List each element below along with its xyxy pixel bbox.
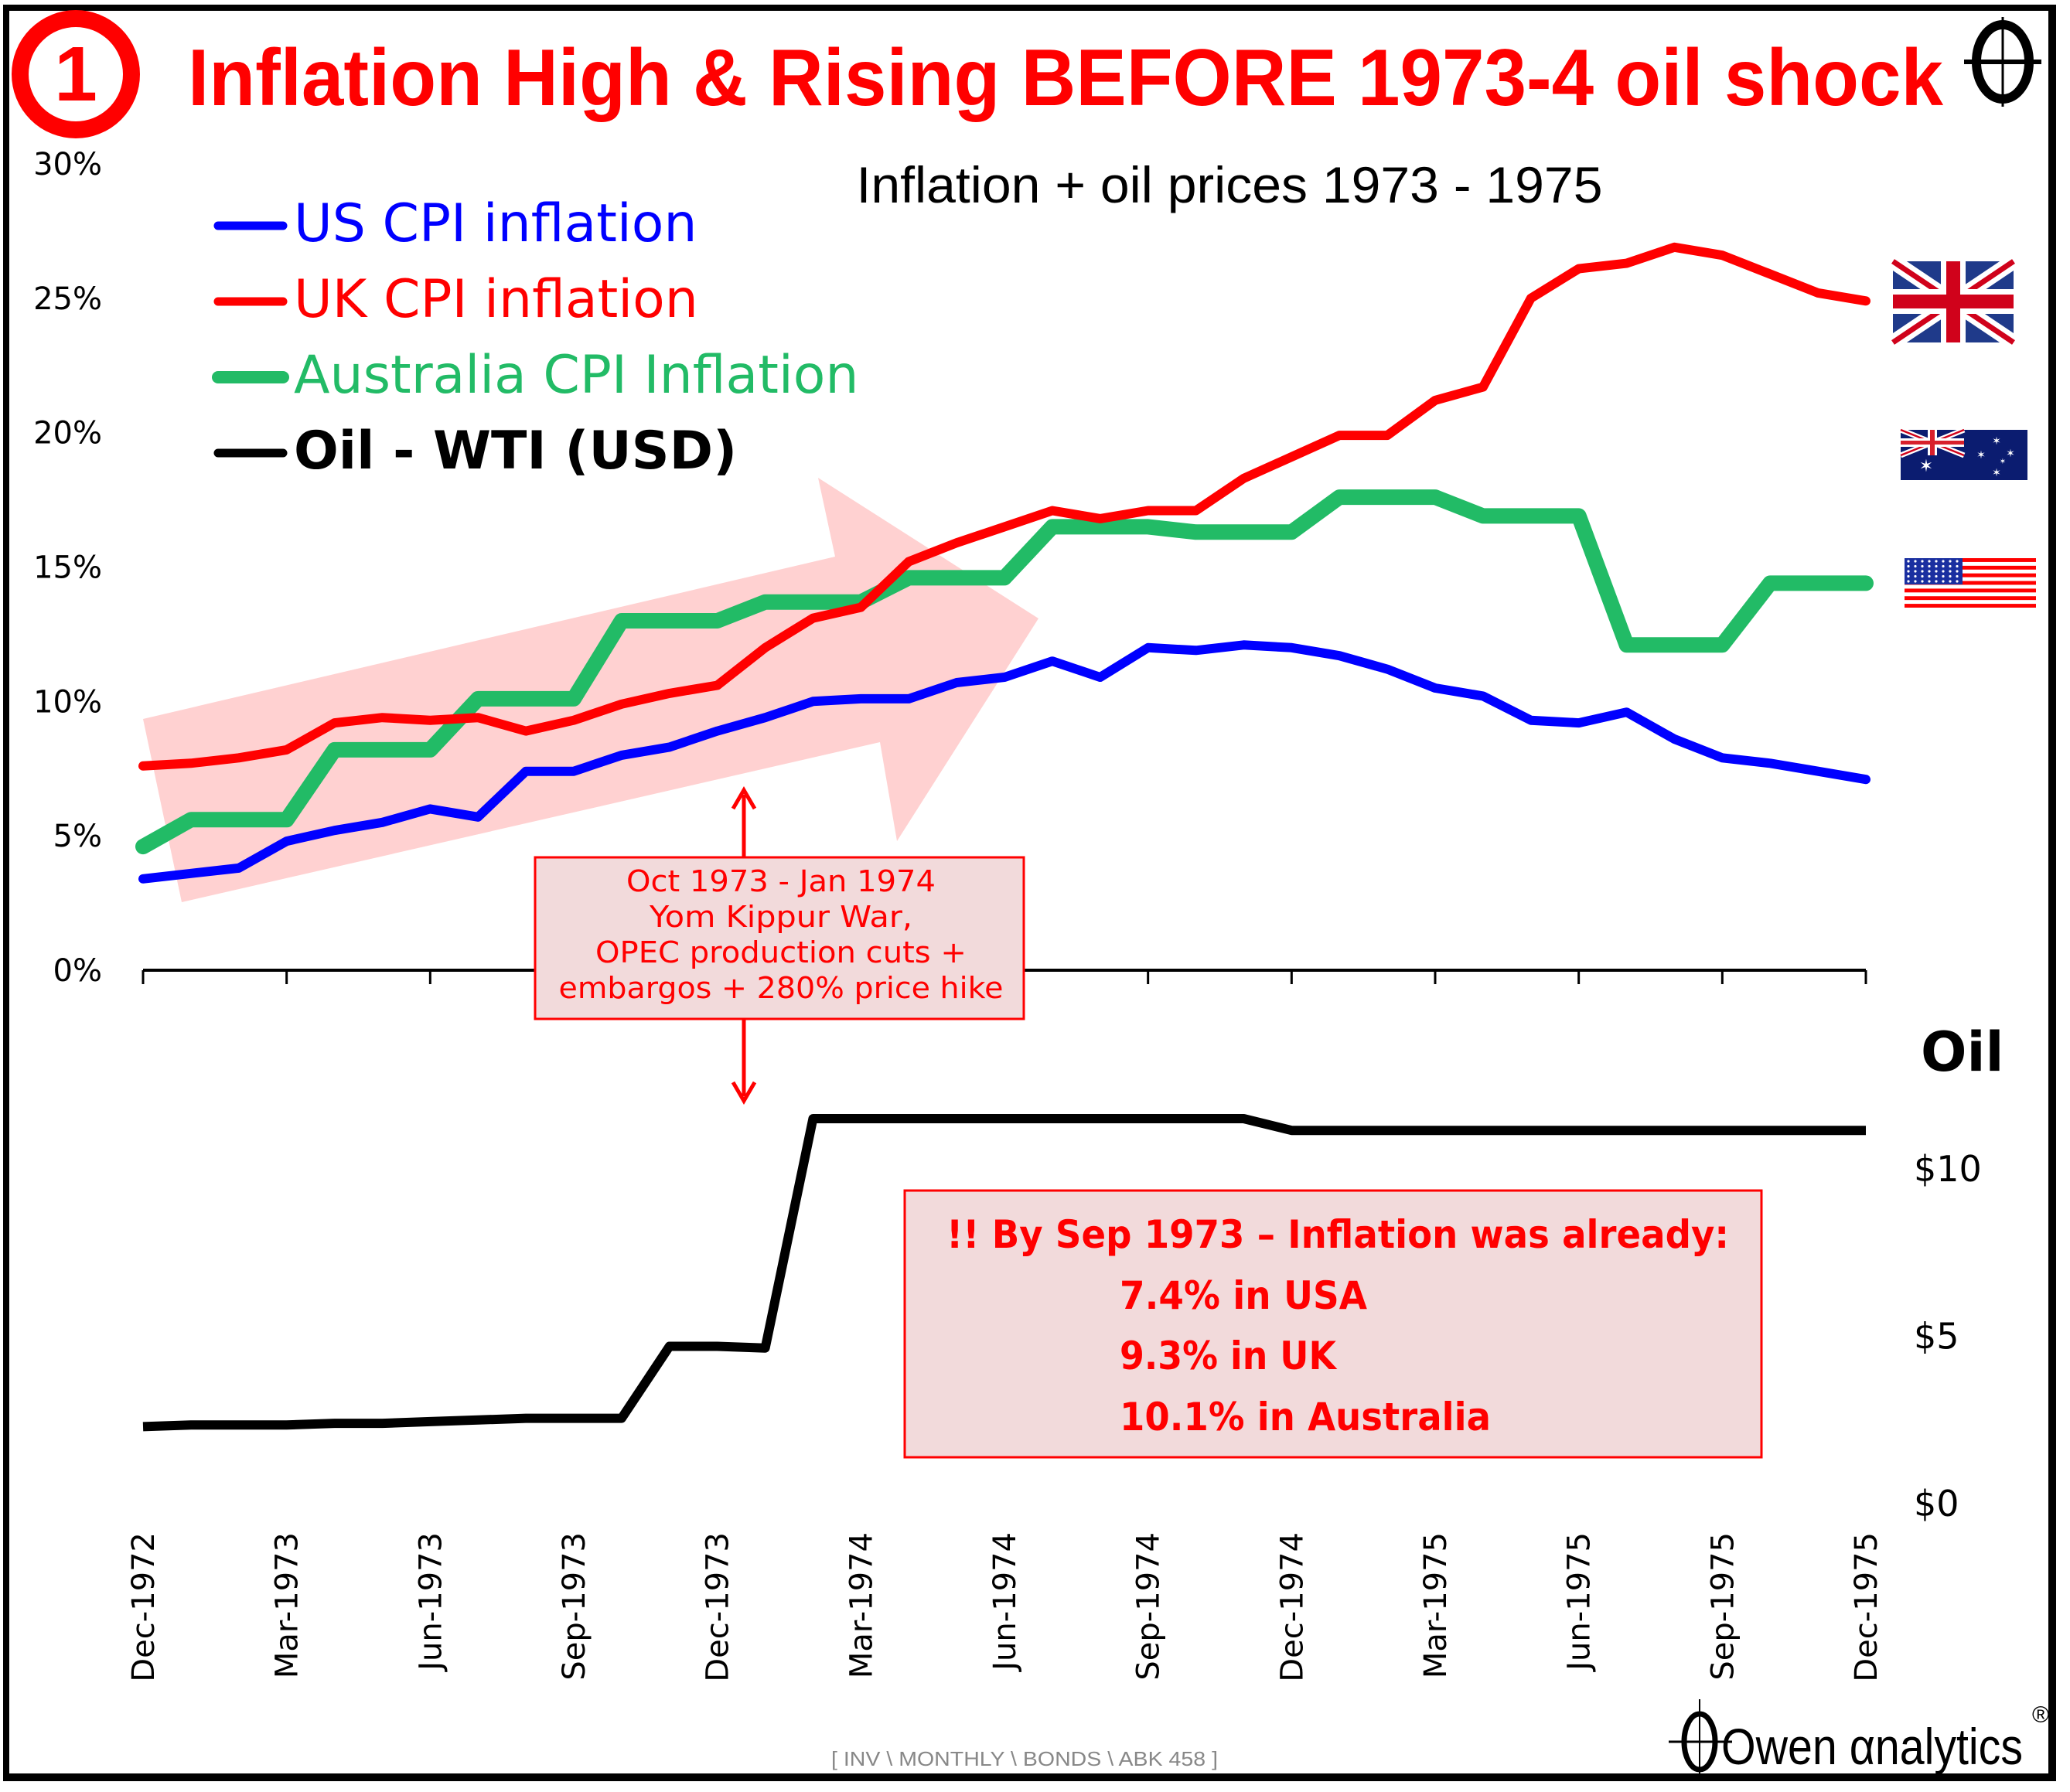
svg-text:✶: ✶ — [2000, 458, 2006, 466]
usa-flag — [1905, 558, 2036, 608]
brand-name: Owen αnalytics — [1721, 1718, 2023, 1775]
legend-label: UK CPI inflation — [294, 269, 698, 330]
event-line-4: embargos + 280% price hike — [559, 971, 1004, 1005]
x-tick-label: Dec-1972 — [126, 1532, 162, 1682]
crosshair-logo-icon — [1964, 17, 2041, 107]
crosshair-logo-icon — [1669, 1699, 1732, 1778]
page-title: Inflation High & Rising BEFORE 1973-4 oi… — [188, 33, 1943, 123]
summary-line-4: 10.1% in Australia — [1120, 1395, 1491, 1439]
x-tick-label: Dec-1973 — [701, 1532, 736, 1682]
reference-code: [ INV \ MONTHLY \ BONDS \ ABK 458 ] — [831, 1747, 1218, 1770]
x-tick-label: Jun-1973 — [413, 1532, 448, 1673]
y-tick-label: 5% — [53, 819, 102, 854]
legend-item: Oil - WTI (USD) — [213, 421, 737, 482]
svg-text:✶: ✶ — [1992, 435, 2001, 448]
legend-label: US CPI inflation — [294, 193, 697, 254]
event-line-2: Yom Kippur War, — [649, 900, 912, 934]
y-tick-label: 25% — [33, 281, 102, 317]
y-tick-label: 10% — [33, 684, 102, 720]
svg-text:✶: ✶ — [1976, 449, 1986, 462]
x-tick-label: Dec-1975 — [1849, 1532, 1884, 1682]
svg-text:✶: ✶ — [2006, 448, 2015, 460]
legend-item: Australia CPI Inflation — [212, 345, 858, 406]
australia-flag: ✶ ✶ ✶ ✶ ✶ ✶ — [1899, 427, 2027, 480]
uk-flag — [1888, 254, 2018, 349]
trend-arrow — [143, 478, 1038, 902]
svg-text:✶: ✶ — [1919, 457, 1933, 476]
x-tick-label: Mar-1974 — [844, 1532, 879, 1678]
series-line-oil-wti — [142, 1114, 1866, 1432]
summary-line-3: 9.3% in UK — [1120, 1334, 1338, 1378]
x-tick-label: Mar-1973 — [270, 1532, 305, 1678]
registered-mark: ® — [2032, 1702, 2049, 1728]
x-tick-label: Jun-1974 — [987, 1532, 1023, 1673]
legend-label: Australia CPI Inflation — [294, 345, 858, 406]
oil-tick-label: $5 — [1914, 1316, 1959, 1358]
series-line-uk-cpi-inflation — [138, 242, 1871, 771]
summary-line-1: !! By Sep 1973 – Inflation was already: — [946, 1212, 1729, 1257]
y-tick-label: 0% — [53, 953, 102, 989]
x-tick-label: Mar-1975 — [1418, 1532, 1454, 1678]
legend-item: UK CPI inflation — [213, 269, 698, 330]
x-tick-label: Jun-1975 — [1562, 1532, 1598, 1673]
oil-axis-title: Oil — [1921, 1020, 2004, 1084]
summary-annotation-box: !! By Sep 1973 – Inflation was already: … — [903, 1189, 1763, 1459]
series-line-australia-cpi-inflation — [135, 489, 1874, 855]
oil-tick-label: $10 — [1914, 1148, 1982, 1190]
brand-logo: Owen αnalytics ® — [1669, 1699, 2049, 1778]
chart-subtitle: Inflation + oil prices 1973 - 1975 — [857, 156, 1603, 213]
x-tick-label: Sep-1973 — [557, 1532, 592, 1681]
svg-text:✶: ✶ — [1992, 467, 2001, 479]
summary-line-2: 7.4% in USA — [1120, 1273, 1367, 1318]
event-arrow — [731, 786, 757, 1105]
legend-item: US CPI inflation — [213, 193, 697, 254]
y-tick-label: 30% — [33, 147, 102, 182]
x-tick-label: Sep-1975 — [1705, 1532, 1741, 1681]
event-annotation-box: Oct 1973 - Jan 1974 Yom Kippur War, OPEC… — [534, 856, 1025, 1020]
legend: US CPI inflation UK CPI inflation Australi… — [212, 193, 858, 482]
number-badge: 1 — [12, 10, 140, 138]
event-line-1: Oct 1973 - Jan 1974 — [626, 864, 936, 898]
y-tick-label: 15% — [33, 550, 102, 586]
x-tick-label: Sep-1974 — [1131, 1532, 1167, 1681]
x-tick-label: Dec-1974 — [1274, 1532, 1310, 1682]
event-line-3: OPEC production cuts + — [595, 935, 967, 969]
y-tick-label: 20% — [33, 416, 102, 451]
legend-label: Oil - WTI (USD) — [294, 421, 737, 482]
badge-number: 1 — [54, 31, 97, 118]
series-line-us-cpi-inflation — [138, 640, 1871, 884]
badge-circle — [12, 10, 140, 138]
chart-frame — [3, 5, 2056, 1781]
oil-tick-label: $0 — [1914, 1483, 1959, 1525]
